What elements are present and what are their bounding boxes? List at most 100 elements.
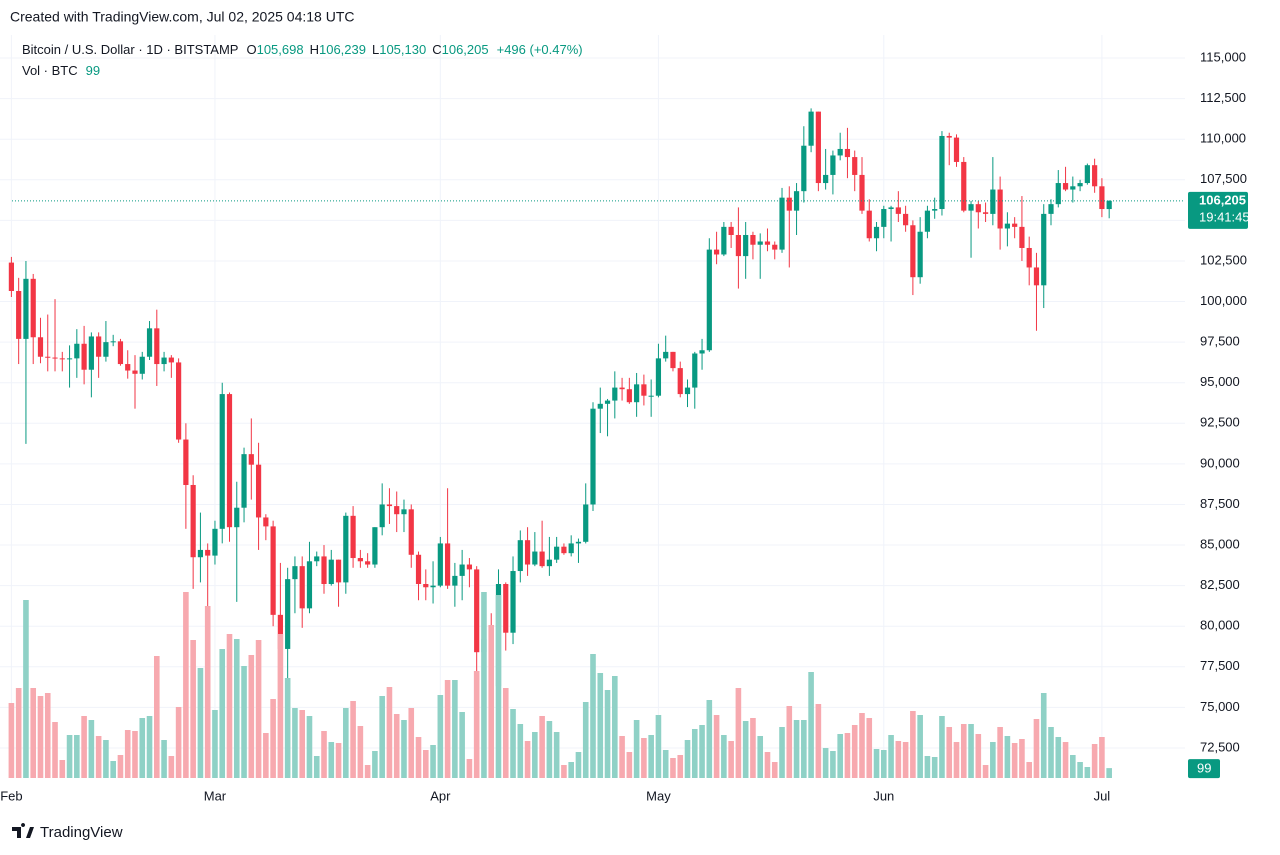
candle-body [161, 357, 167, 365]
candle-body [932, 209, 938, 211]
volume-bar [902, 742, 909, 778]
volume-bar [270, 699, 276, 778]
volume-bar [132, 731, 138, 778]
candle-body [139, 356, 145, 374]
volume-bar [910, 711, 916, 778]
y-tick-label: 100,000 [1200, 293, 1247, 308]
ohlc-key: C [432, 42, 441, 57]
volume-bar [103, 740, 109, 778]
volume-bar [553, 732, 560, 778]
candle-body [692, 353, 698, 388]
volume-bar [1040, 693, 1047, 778]
volume-bar [23, 600, 29, 778]
volume-bar [30, 688, 37, 778]
volume-bar [539, 716, 545, 778]
candle-body [684, 387, 691, 395]
candle-body [575, 541, 582, 544]
volume-bar [299, 710, 305, 778]
candle-body [859, 174, 865, 211]
ohlc-key: H [310, 42, 319, 57]
volume-bar [1084, 767, 1091, 778]
y-tick-label: 75,000 [1200, 699, 1240, 714]
volume-bar [1055, 737, 1062, 778]
y-tick-label: 92,500 [1200, 415, 1240, 430]
candle-body [554, 546, 560, 560]
candle-body [357, 558, 363, 562]
caption: Created with TradingView.com, Jul 02, 20… [10, 9, 354, 25]
volume-bar [219, 649, 226, 778]
volume-bar [1099, 737, 1105, 778]
volume-bar [277, 634, 284, 778]
volume-bar [990, 742, 996, 778]
volume-bar [953, 742, 960, 778]
candle-body [146, 328, 153, 357]
volume-bar [793, 720, 800, 778]
candle-body [212, 528, 218, 556]
candle-body [873, 226, 880, 239]
candle-body [713, 249, 720, 255]
candle-body [677, 368, 683, 395]
candle-body [183, 439, 189, 485]
volume-bar [15, 688, 22, 778]
volume-bar [750, 718, 756, 778]
price-change: +496 (+0.47%) [497, 42, 583, 57]
candle-body [1084, 165, 1090, 184]
y-tick-label: 87,500 [1200, 496, 1240, 511]
candle-body [1070, 186, 1076, 190]
volume-title: Vol · BTC [22, 63, 78, 78]
candle-body [110, 341, 116, 343]
volume-bar [968, 724, 974, 778]
candle-body [982, 212, 989, 214]
volume-bar [706, 700, 713, 778]
candle-body [539, 551, 545, 567]
candle-body [568, 543, 574, 554]
candle-body [176, 362, 182, 440]
volume-bar [393, 714, 400, 778]
volume-bar [408, 708, 415, 778]
volume-bar [975, 734, 982, 778]
volume-bar [488, 625, 495, 778]
candle-body [474, 569, 480, 653]
candle-body [350, 515, 356, 559]
volume-bar [844, 733, 851, 778]
volume-bar [168, 756, 175, 778]
candle-body [45, 356, 51, 358]
candle-body [30, 278, 36, 338]
volume-bar [1004, 736, 1011, 778]
candle-body [728, 226, 734, 235]
candle-body [328, 559, 334, 585]
volume-bar [1019, 739, 1025, 778]
volume-bar [546, 721, 553, 778]
volume-bar [721, 735, 727, 778]
candle-body [445, 543, 451, 586]
candle-body [430, 585, 436, 588]
candle-body [255, 464, 262, 518]
candle-body [561, 546, 567, 554]
candle-body [524, 540, 531, 565]
candle-body [939, 135, 945, 210]
candle-body [917, 231, 923, 278]
x-tick-label: Jul [1094, 788, 1111, 803]
y-tick-label: 102,500 [1200, 252, 1247, 267]
candle-body [735, 234, 741, 257]
candle-body [706, 249, 712, 351]
candle-body [88, 336, 94, 370]
volume-bar [946, 727, 953, 778]
candle-body [343, 515, 349, 583]
volume-bar [866, 718, 873, 778]
candle-body [801, 145, 807, 192]
legend: Bitcoin / U.S. Dollar · 1D · BITSTAMP O10… [22, 42, 583, 78]
volume-bar [74, 735, 80, 778]
volume-bar [183, 592, 189, 778]
candle-body [546, 559, 552, 567]
volume-bar [532, 732, 538, 778]
candle-body [641, 384, 647, 396]
candle-body [205, 549, 211, 556]
volume-bar [779, 727, 785, 778]
volume-bar [997, 727, 1003, 778]
candle-body [648, 395, 654, 397]
plot-area [8, 108, 1185, 778]
y-tick-label: 110,000 [1200, 131, 1246, 146]
